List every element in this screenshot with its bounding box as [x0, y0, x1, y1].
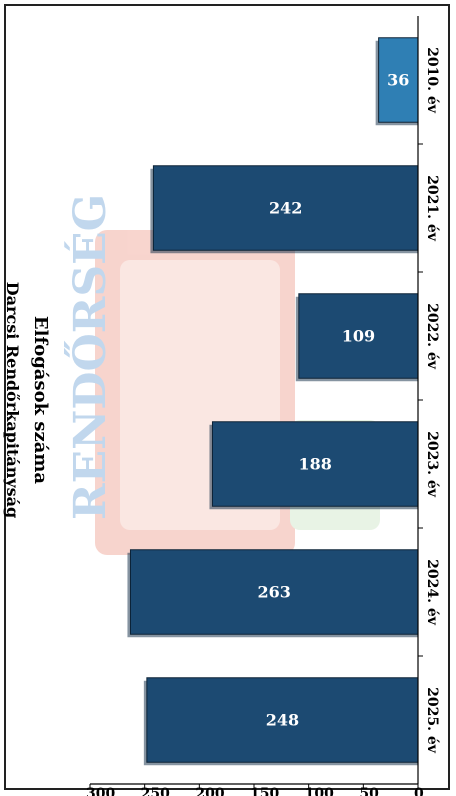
logo-text: RENDŐRSÉG: [63, 194, 116, 520]
bar-value-label: 188: [299, 455, 332, 474]
axes-group: 2010. év 2021. év 2022. év 2023. év 2024. év…: [86, 16, 440, 796]
chart-subtitle: Darcsi Rendőrkapitányság: [3, 282, 22, 518]
category-label: 2023. év: [424, 431, 440, 498]
category-label: 2022. év: [424, 303, 440, 370]
chart-title: Elfogások száma: [30, 316, 51, 484]
chart-frame: [4, 4, 450, 790]
value-tick-label: 200: [195, 786, 224, 796]
bar-value-label: 109: [342, 327, 375, 346]
value-tick-label: 250: [141, 786, 170, 796]
value-tick-label: 100: [305, 786, 334, 796]
bars-group: 36 242 109 188 263 248: [127, 37, 419, 766]
value-tick-label: 150: [250, 786, 279, 796]
category-label: 2024. év: [424, 559, 440, 626]
category-label: 2010. év: [424, 47, 440, 114]
value-tick-label: 50: [359, 786, 379, 796]
bar-value-label: 36: [387, 71, 409, 90]
value-tick-label: 300: [86, 786, 115, 796]
bar-value-label: 248: [266, 711, 299, 730]
value-tick-label: 0: [414, 786, 424, 796]
category-label: 2021. év: [424, 175, 440, 242]
bar-value-label: 242: [269, 199, 302, 218]
bar-value-label: 263: [258, 583, 291, 602]
category-label: 2025. év: [424, 687, 440, 754]
